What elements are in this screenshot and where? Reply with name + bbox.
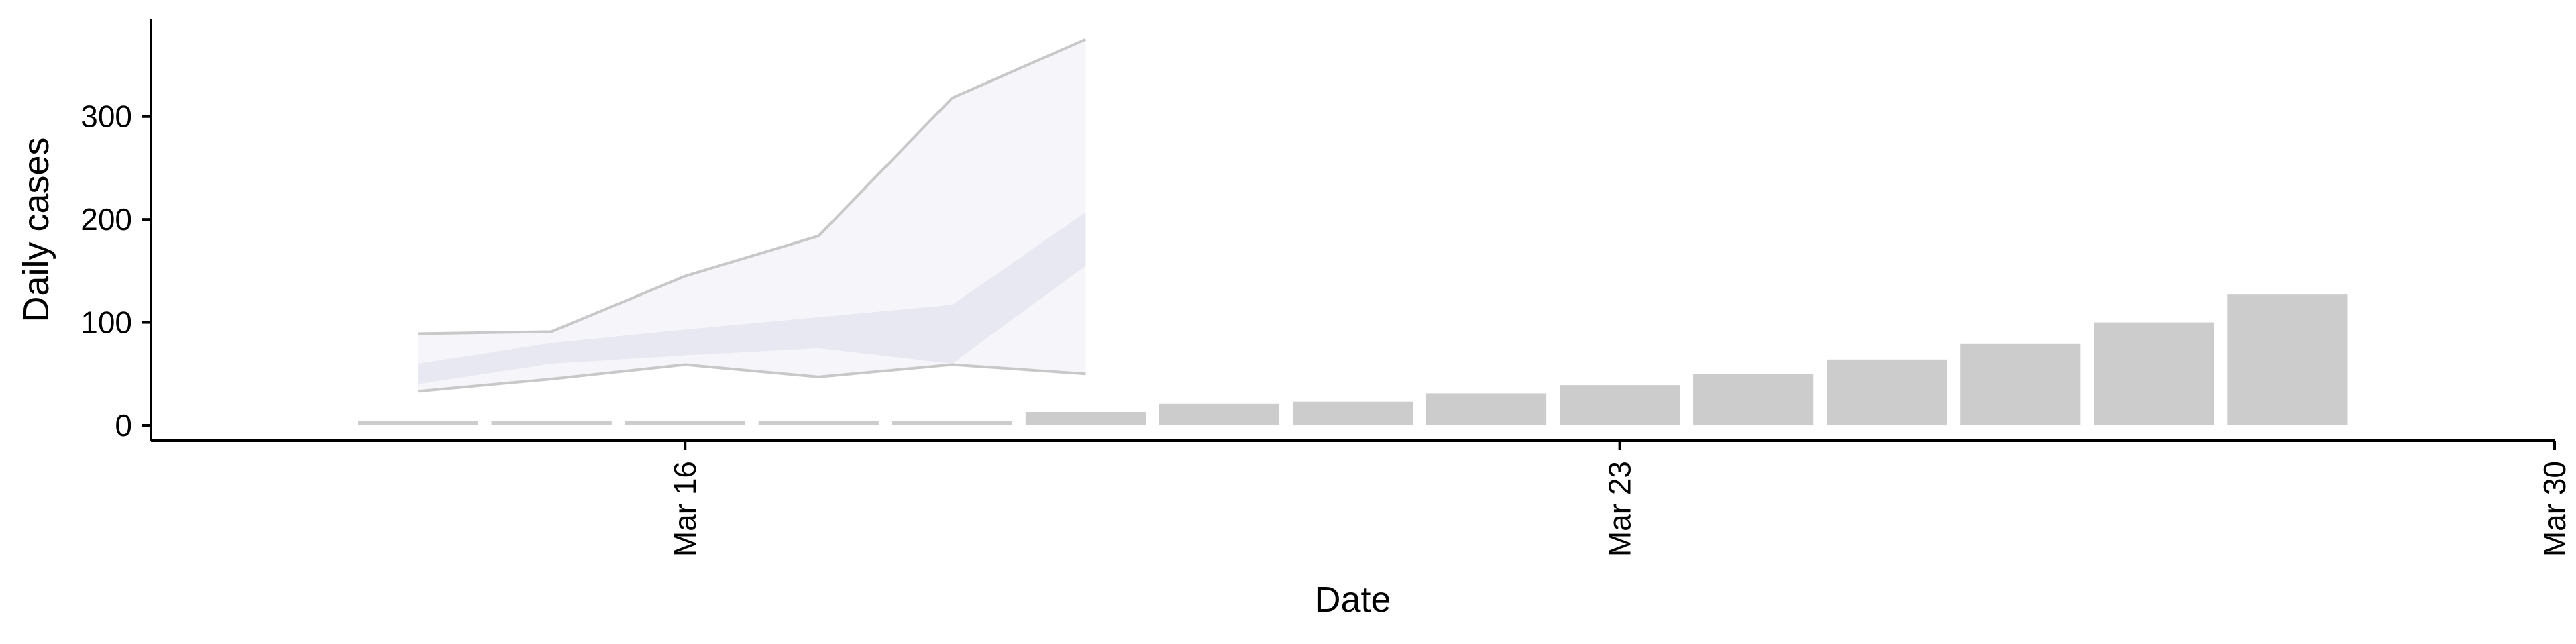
forecast-outer-interval <box>418 39 1086 392</box>
bar <box>1693 374 1814 425</box>
bar <box>1426 393 1547 425</box>
y-tick-label: 200 <box>80 202 132 237</box>
forecast-inner-interval <box>418 212 1086 384</box>
bar-layer <box>358 294 2348 425</box>
bar <box>892 421 1012 425</box>
bar <box>1159 403 1280 425</box>
forecast-upper-line <box>418 38 1087 335</box>
bar <box>2227 294 2348 425</box>
y-tick-label: 300 <box>80 99 132 134</box>
x-axis-title: Date <box>1314 580 1391 620</box>
bar <box>1292 401 1413 425</box>
bar <box>1025 412 1146 425</box>
forecast-band-layer <box>417 38 1087 393</box>
bar <box>1560 385 1680 425</box>
x-ticks: Mar 16 Mar 23 Mar 30 <box>667 441 2572 557</box>
y-axis-title: Daily cases <box>16 137 56 322</box>
bar <box>1960 343 2081 425</box>
bar <box>1827 359 1947 425</box>
bar <box>358 421 478 425</box>
axis-layer <box>150 19 2555 442</box>
y-ticks: 0 100 200 300 <box>80 99 151 443</box>
y-tick-label: 100 <box>80 305 132 340</box>
x-tick-label: Mar 16 <box>667 461 702 557</box>
bar <box>2094 322 2214 425</box>
forecast-lower-line <box>417 363 1086 393</box>
bar <box>625 421 745 425</box>
bar <box>491 421 612 425</box>
bar <box>758 421 879 425</box>
x-tick-label: Mar 23 <box>1603 461 1638 557</box>
x-tick-label: Mar 30 <box>2537 461 2572 557</box>
y-tick-label: 0 <box>115 408 132 443</box>
